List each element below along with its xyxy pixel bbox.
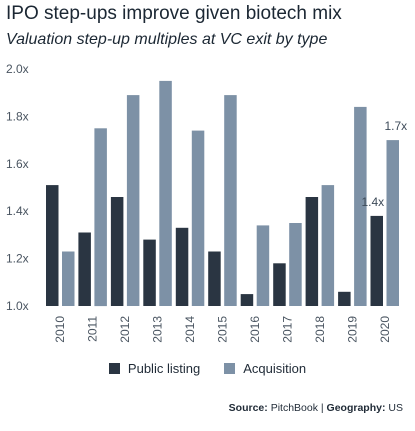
x-tick-label: 2020: [378, 316, 392, 343]
data-labels: 1.4x 1.7x: [361, 119, 407, 209]
bar-public-listing-2016: [240, 294, 254, 306]
x-tick-label: 2011: [86, 316, 100, 342]
bar-public-listing-2012: [110, 197, 124, 306]
bar-acquisition-2015: [224, 95, 237, 306]
source-value: PitchBook: [270, 402, 318, 414]
source-separator: |: [320, 402, 324, 414]
bar-chart: 1.0x1.2x1.4x1.6x1.8x2.0x 2010 2011 2012 201…: [6, 62, 407, 343]
y-tick-label: 1.4x: [6, 204, 29, 218]
bar-acquisition-2016: [256, 225, 270, 306]
bar-public-listing-2011: [78, 232, 91, 306]
bar-public-listing-2010: [46, 185, 59, 306]
chart-subtitle: Valuation step-up multiples at VC exit b…: [6, 31, 328, 48]
bar-acquisition-2011: [94, 128, 107, 307]
bar-public-listing-2018: [305, 197, 319, 306]
bar-acquisition-2014: [191, 130, 205, 306]
legend: Public listing Acquisition: [0, 361, 415, 376]
bar-acquisition-2017: [289, 223, 302, 306]
x-tick-label: 2017: [280, 316, 294, 343]
legend-label-public-listing: Public listing: [127, 361, 201, 376]
bar-public-listing-2014: [175, 227, 189, 306]
bar-acquisition-2020: [386, 140, 399, 306]
bar-public-listing-2019: [338, 291, 351, 306]
bar-public-listing-2013: [143, 239, 156, 306]
legend-label-acquisition: Acquisition: [243, 361, 307, 376]
legend-swatch-acquisition: [224, 363, 236, 374]
x-tick-label: 2015: [216, 316, 230, 343]
y-tick-label: 2.0x: [6, 62, 29, 76]
x-tick-label: 2012: [118, 316, 132, 343]
x-tick-label: 2013: [151, 316, 165, 343]
bar-public-listing-2020: [370, 215, 383, 306]
x-tick-label: 2019: [345, 316, 359, 343]
y-tick-label: 1.2x: [6, 252, 29, 266]
geography-label: Geography:: [326, 402, 386, 414]
bar-acquisition-2019: [354, 106, 367, 307]
legend-item-acquisition: Acquisition: [224, 361, 306, 376]
x-tick-label: 2018: [313, 316, 327, 343]
y-tick-label: 1.0x: [6, 299, 29, 313]
chart-title: IPO step-ups improve given biotech mix: [6, 3, 342, 24]
bar-acquisition-2010: [62, 251, 75, 306]
x-tick-label: 2014: [183, 316, 197, 343]
legend-swatch-public-listing: [108, 363, 120, 374]
bar-public-listing-2015: [208, 251, 221, 306]
bar-acquisition-2018: [321, 185, 335, 306]
x-axis-ticks: 2010 2011 2012 2013 2014 2015 2016 2017 2018 2019…: [53, 316, 392, 343]
geography-value: US: [388, 402, 403, 414]
source-note: Source: PitchBook | Geography: US: [229, 402, 403, 414]
x-tick-label: 2010: [53, 316, 67, 343]
data-label-acquisition-2020: 1.7x: [384, 119, 407, 133]
data-label-public-listing-2020: 1.4x: [361, 195, 384, 209]
legend-item-public-listing: Public listing: [108, 361, 201, 376]
bars: [46, 80, 399, 307]
x-tick-label: 2016: [248, 316, 262, 343]
bar-public-listing-2017: [273, 263, 286, 306]
bar-acquisition-2013: [159, 80, 172, 307]
y-tick-label: 1.6x: [6, 157, 29, 171]
bar-acquisition-2012: [126, 95, 140, 306]
source-label: Source:: [228, 402, 268, 414]
y-axis-ticks: 1.0x 1.2x 1.4x 1.6x 1.8x 2.0x: [6, 62, 29, 313]
y-tick-label: 1.8x: [6, 109, 29, 123]
